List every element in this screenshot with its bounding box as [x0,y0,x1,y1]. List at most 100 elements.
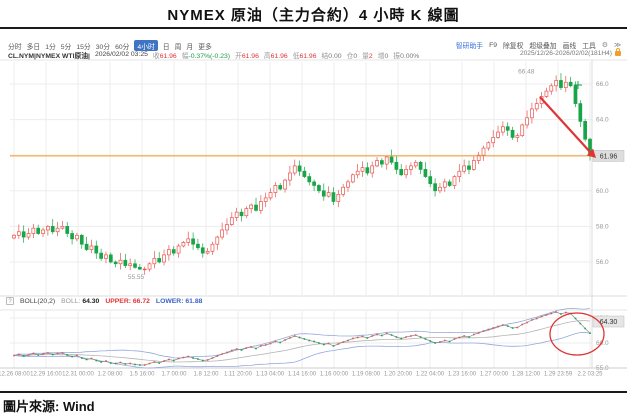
page-title: NYMEX 原油（主力合約）4 小時 K 線圖 [167,7,460,24]
quote-field-收: 收61.96 [153,50,177,60]
x-axis-label: 12.31 00:00 [62,372,94,378]
x-axis-label: 1.22 04:00 [416,372,445,378]
x-axis-label: 1.7 00:00 [161,372,187,378]
timeframe-30分[interactable]: 30分 [95,43,111,51]
x-axis-label: 1.16 00:00 [320,372,349,378]
timeframe-周[interactable]: 周 [174,43,182,51]
quote-field-低: 低61.96 [293,50,317,60]
more-icon[interactable]: ≫ [613,42,621,49]
x-axis-label: 1.20 20:00 [384,372,413,378]
quote-field-label: 低 [292,52,300,60]
y-axis-label: 66.0 [596,81,609,88]
x-axis-label: 12.26 08:00 [0,372,31,378]
low-price-annotation: 55.55 [128,274,145,281]
instrument-symbol: CL.NYM|NYMEX WTI原油| [8,52,90,60]
source-divider [0,391,627,393]
quote-field-label: 高 [263,52,271,60]
quote-field-value: 0 [353,52,358,60]
quote-field-label: 开 [235,52,242,60]
tool-F9[interactable]: F9 [489,41,498,49]
down-arrow-annotation [539,96,592,154]
x-axis-label: 1.14 16:00 [288,372,317,378]
last-price-tag-value: 61.96 [600,153,618,160]
timeframe-5分[interactable]: 5分 [60,43,72,51]
timeframe-4小时[interactable]: 4小时 [134,40,158,51]
boll-value-tag [592,315,625,328]
quote-field-结: 结0.00 [322,50,342,60]
quote-field-value: 2 [368,52,373,60]
gear-icon[interactable]: ⚙ [601,42,608,49]
x-axis-label: 2.2 03:25 [577,372,603,378]
tool-画线[interactable]: 画线 [562,43,577,50]
quote-field-value: 61.96 [159,52,177,60]
x-axis-label: 1.5 16:00 [129,372,155,378]
timeframe-toolbar: 分时 多日 1分 5分 15分 30分 60分 4小时日周月更多 [8,40,212,51]
quote-field-label: 振 [393,52,401,60]
tool-超级叠加[interactable]: 超级叠加 [529,43,557,50]
quote-field-高: 高61.96 [264,50,288,60]
lock-icon [615,48,621,56]
high-price-annotation: 66.48 [518,68,535,75]
quote-field-振: 振0.00% [393,50,419,60]
boll-mid-line [13,320,591,363]
tools-toolbar: 智研助手 F9 除复权 超级叠加 画线 工具 ⚙ ≫ [455,40,621,51]
visible-range: 2025/12/26-2026/02/02(181H4) [519,48,621,57]
quote-field-value: 61.96 [241,52,259,60]
quote-field-label: 增 [377,52,385,60]
quote-field-value: 0.00 [328,52,342,60]
candles-group [12,73,592,275]
x-axis-label: 1.11 20:00 [224,372,253,378]
y-axis-label-sub: 60.0 [596,340,609,347]
sub-price-marks [13,311,591,366]
x-axis-label: 1.29 23:59 [544,372,573,378]
quote-field-仓: 仓0 [347,50,358,60]
x-axis-label: 1.8 12:00 [193,372,219,378]
timeframe-更多[interactable]: 更多 [198,43,212,51]
timeframe-日[interactable]: 日 [162,43,170,51]
quote-field-value: 0 [384,52,389,60]
x-axis-label: 1.19 08:00 [352,372,381,378]
tool-工具[interactable]: 工具 [582,43,596,50]
quote-field-label: 量 [362,52,369,60]
tool-除复权[interactable]: 除复权 [503,43,524,50]
image-source-caption: 圖片來源: Wind [3,399,95,414]
y-axis-label: 60.0 [596,188,609,195]
timeframe-多日[interactable]: 多日 [26,43,41,51]
quote-bar: CL.NYM|NYMEX WTI原油| 2026/02/02 03:25 收61… [8,50,419,60]
timeframe-月[interactable]: 月 [186,43,194,51]
timeframe-15分[interactable]: 15分 [76,43,91,51]
timeframe-1分[interactable]: 1分 [45,43,56,51]
x-axis-label: 1.23 16:00 [448,372,477,378]
quote-fields: 收61.96 幅-0.37%(-0.23) 开61.96 高61.96 低61.96 结0… [153,50,419,60]
boll-lower-reading: LOWER: 61.88 [155,297,203,305]
boll-upper-reading: UPPER: 66.72 [105,297,150,305]
x-axis-label: 1.28 12:00 [512,372,541,378]
y-axis-label: 64.0 [596,117,609,124]
x-axis-label: 1.2 08:00 [97,372,123,378]
quote-datetime: 2026/02/02 03:25 [94,51,148,58]
y-axis-label: 56.0 [596,259,609,266]
timeframe-60分[interactable]: 60分 [115,43,130,51]
sub-price-line [13,311,591,366]
timeframe-分时[interactable]: 分时 [8,43,22,51]
quote-field-增: 增0 [378,50,389,60]
quote-field-label: 仓 [346,52,354,60]
quote-field-value: 0.00% [400,52,420,60]
y-axis-label: 58.0 [596,223,609,230]
quote-field-量: 量2 [362,50,373,60]
boll-upper-band [13,307,591,359]
indicator-header: ? BOLL(20,2) BOLL: 64.30 UPPER: 66.72 LO… [6,297,202,305]
quote-field-开: 开61.96 [235,50,259,60]
date-range-label: 2025/12/26-2026/02/02(181H4) [519,50,612,57]
tool-assistant[interactable]: 智研助手 [455,43,484,50]
x-axis-label: 1.27 00:00 [480,372,509,378]
quote-field-label: 结 [321,52,329,60]
indicator-name[interactable]: BOLL(20,2) [20,297,56,305]
x-axis-label: 12.29 16:00 [30,372,62,378]
title-divider [0,27,627,29]
quote-field-label: 幅 [181,52,189,60]
quote-field-幅: 幅-0.37%(-0.23) [182,50,230,60]
indicator-settings-icon[interactable]: ? [6,297,14,305]
